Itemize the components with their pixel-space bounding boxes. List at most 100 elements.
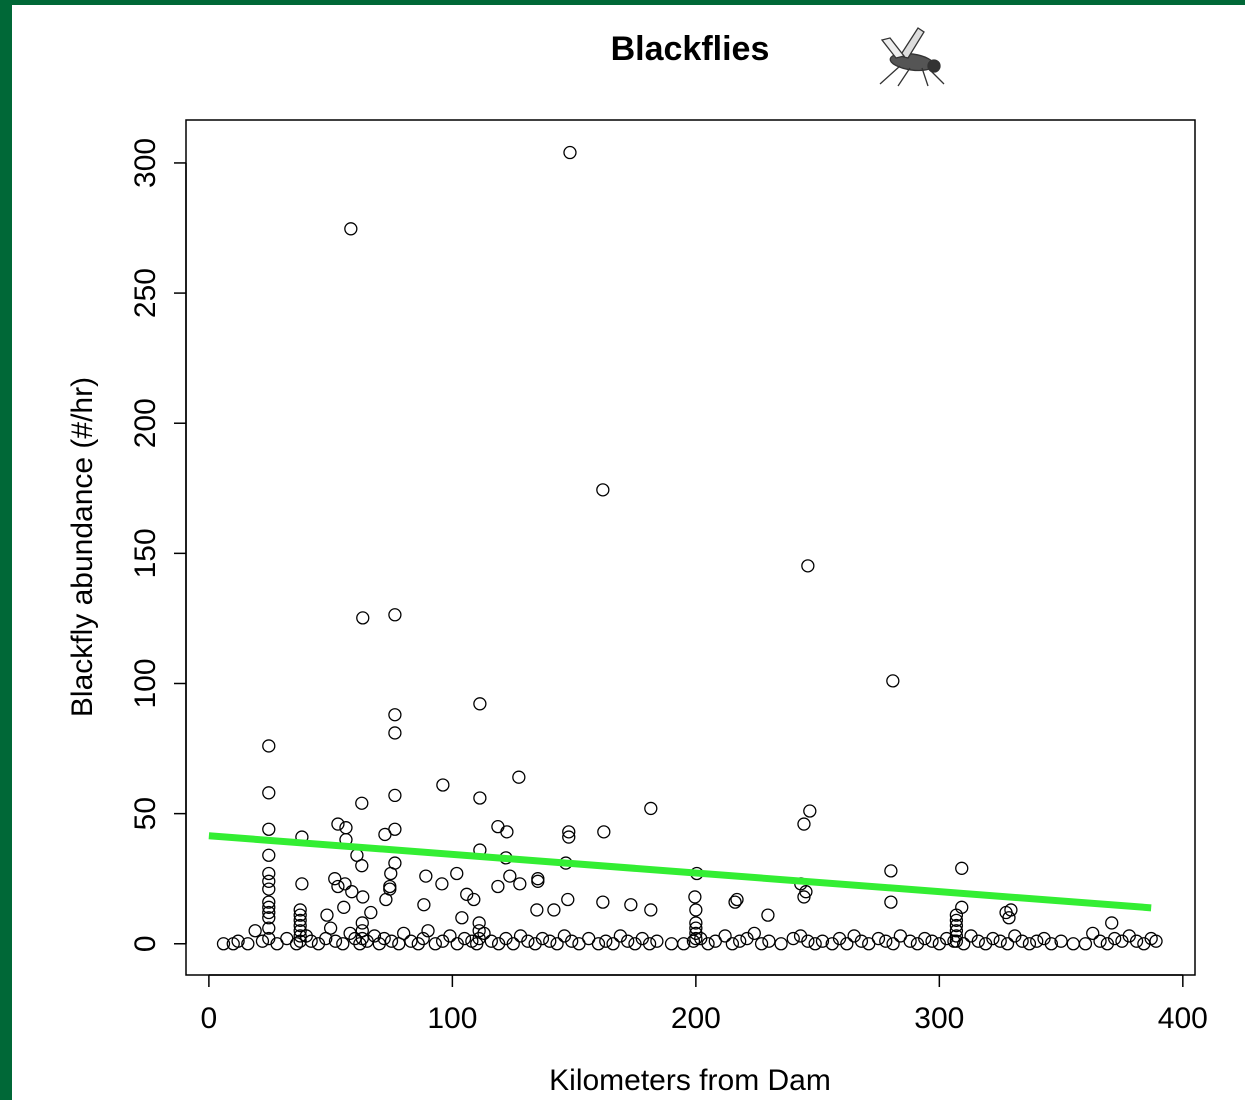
point <box>650 934 664 948</box>
point <box>562 825 576 839</box>
point <box>367 929 382 943</box>
point <box>356 890 370 904</box>
point <box>718 929 732 943</box>
point <box>886 937 900 951</box>
point <box>289 937 304 951</box>
x-tick-label: 0 <box>201 1002 218 1035</box>
y-tick-label: 200 <box>129 398 162 448</box>
point <box>949 913 964 927</box>
point <box>500 825 514 839</box>
point <box>1105 916 1119 930</box>
point <box>886 674 900 688</box>
point <box>293 929 307 943</box>
point <box>561 892 575 907</box>
point <box>531 872 545 886</box>
point <box>993 934 1007 948</box>
point <box>328 934 343 948</box>
point <box>339 821 353 835</box>
point <box>701 937 715 951</box>
point <box>762 934 776 948</box>
point <box>450 866 464 881</box>
point <box>918 931 932 946</box>
point <box>879 934 893 948</box>
point <box>733 934 747 948</box>
point <box>797 817 811 831</box>
point <box>808 937 822 951</box>
point <box>591 937 606 951</box>
point <box>262 905 276 920</box>
point <box>1149 934 1163 948</box>
point <box>404 934 418 948</box>
point <box>550 937 564 951</box>
point <box>355 916 369 930</box>
y-tick-label: 150 <box>129 528 162 578</box>
point <box>262 866 276 881</box>
point <box>379 892 393 907</box>
point <box>428 937 442 951</box>
point <box>689 931 703 946</box>
point <box>255 934 270 948</box>
point <box>664 937 679 951</box>
point <box>730 892 744 907</box>
point <box>336 937 350 951</box>
point <box>372 937 386 951</box>
point <box>293 913 307 927</box>
point <box>299 929 313 943</box>
point <box>599 934 613 948</box>
point <box>295 877 309 891</box>
point <box>884 895 898 909</box>
point <box>419 869 433 883</box>
point <box>871 931 886 946</box>
point <box>484 934 498 948</box>
point <box>925 934 939 948</box>
point <box>241 937 255 951</box>
point <box>1000 937 1015 951</box>
point <box>262 874 276 888</box>
point <box>470 937 484 951</box>
x-tick-label: 300 <box>914 1002 964 1035</box>
point <box>491 879 505 894</box>
point <box>262 822 276 836</box>
point <box>535 931 550 946</box>
point <box>383 879 397 894</box>
point <box>388 608 402 622</box>
point <box>786 931 800 946</box>
point <box>378 827 392 842</box>
fly-icon <box>879 27 945 87</box>
frame-top <box>0 0 1245 5</box>
point <box>491 819 505 834</box>
y-tick-label: 100 <box>129 658 162 708</box>
point <box>248 924 262 938</box>
point <box>1129 934 1144 948</box>
point <box>797 890 811 904</box>
point <box>530 903 544 917</box>
point <box>686 934 701 948</box>
point <box>416 931 430 946</box>
point <box>343 926 357 941</box>
point <box>565 934 579 948</box>
point <box>1078 937 1093 951</box>
point <box>304 934 318 948</box>
point <box>971 934 985 948</box>
point <box>947 934 961 948</box>
point <box>939 931 954 946</box>
point <box>477 926 491 941</box>
point <box>384 866 398 881</box>
point <box>688 890 702 904</box>
point <box>503 869 517 883</box>
point <box>725 937 740 951</box>
point <box>644 903 658 917</box>
point <box>262 848 276 862</box>
point <box>262 921 276 935</box>
point <box>521 934 535 948</box>
point <box>262 882 276 896</box>
point <box>801 934 815 948</box>
point <box>411 937 425 951</box>
point <box>443 929 457 943</box>
chart-title: Blackflies <box>611 30 770 68</box>
point <box>689 916 703 930</box>
y-tick-label: 300 <box>129 138 162 188</box>
point <box>348 931 362 946</box>
point <box>216 937 231 951</box>
